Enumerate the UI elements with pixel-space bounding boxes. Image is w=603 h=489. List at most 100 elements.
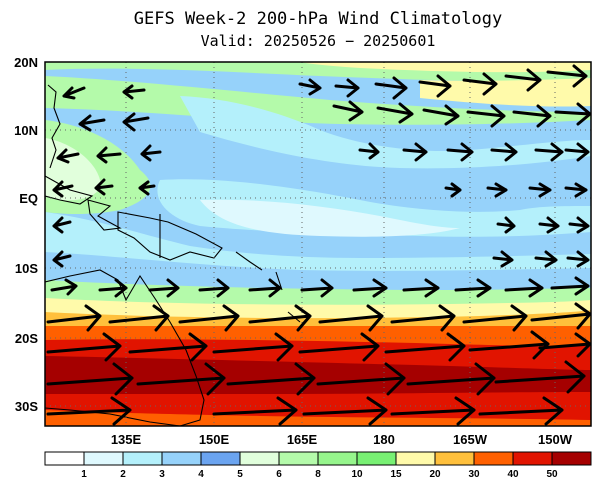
wind-arrow [334,78,360,98]
colorbar-tick-label: 10 [351,469,363,480]
colorbar-swatch [395,451,436,466]
wind-arrow [538,332,591,358]
lat-label: 30S [15,399,38,414]
wind-arrow [564,142,590,162]
lon-label: 180 [373,432,395,447]
wind-arrow [466,104,506,128]
wind-arrow [352,278,388,298]
figure-subtitle: Valid: 20250526 − 20250601 [201,32,436,50]
wind-arrow [198,278,230,298]
wind-arrow [512,104,552,128]
wind-arrow [212,332,294,362]
wind-arrow [122,112,150,132]
colorbar-tick-label: 8 [315,469,321,480]
lat-label: EQ [19,191,38,206]
wind-arrow [98,278,128,298]
wind-arrow [566,250,590,268]
colorbar-swatch [200,451,241,466]
lat-label: 20S [15,331,38,346]
coastline-australia [45,269,205,426]
wind-vectors [46,64,591,426]
coastline-sulawesi [87,199,122,231]
map-plot-area [45,62,591,426]
wind-arrow [140,144,162,162]
lat-label: 20N [14,55,38,70]
wind-arrow [390,304,456,332]
wind-arrow [46,304,102,332]
wind-arrow [390,396,476,426]
shading-north-jet-core [300,62,591,73]
coastline-philippines [47,84,61,169]
wind-arrow [494,360,586,394]
lon-label: 165E [287,432,318,447]
wind-arrow [212,396,298,426]
wind-arrow [446,142,474,162]
wind-arrow [52,216,72,234]
colorbar-swatch [551,451,592,466]
wind-arrow [504,68,542,92]
wind-arrow [534,142,564,162]
colorbar-tick-label: 6 [276,469,282,480]
colorbar-tick-label: 1 [81,469,87,480]
colorbar-swatch [44,451,85,466]
colorbar-tick-label: 20 [429,469,441,480]
wind-arrow [444,182,462,198]
coastline-new-guinea [117,211,223,261]
colorbar-swatch [83,451,124,466]
colorbar-swatch [161,451,202,466]
wind-arrow [478,396,564,426]
wind-arrow [564,182,588,198]
wind-arrow [138,180,156,196]
lon-label: 150E [199,432,230,447]
wind-arrow [298,332,380,362]
wind-arrow [46,332,122,362]
wind-arrow [96,146,122,164]
wind-arrow [402,278,440,298]
wind-arrow [358,142,380,160]
wind-arrow [50,278,78,296]
wind-arrow [490,142,518,162]
map-frame [44,61,592,427]
wind-arrow [128,332,208,362]
wind-arrow [568,216,590,234]
wind-arrow [300,278,334,298]
wind-arrow [384,332,466,362]
coastline-solomon [235,251,263,271]
wind-arrow [462,304,528,332]
wind-arrow [52,180,74,198]
wind-arrow [316,362,406,396]
wind-arrow [108,304,170,332]
colorbar-tick-label: 4 [198,469,204,480]
wind-arrow [550,276,590,296]
wind-arrow [248,304,312,332]
colorbar-tick-label: 3 [159,469,165,480]
wind-arrow [248,278,282,298]
colorbar-tick-label: 2 [120,469,126,480]
wind-arrow [332,100,364,122]
colorbar-tick-label: 40 [507,469,519,480]
wind-arrow [406,362,496,396]
wind-arrow [422,104,460,126]
lon-label: 150W [538,432,573,447]
wind-arrow [504,278,544,298]
wind-arrow [178,304,240,332]
colorbar-tick-label: 5 [237,469,243,480]
wind-arrow [462,72,498,96]
wind-arrow [302,396,388,426]
colorbar-swatch [356,451,397,466]
wind-arrow [528,182,552,198]
lon-label: 165W [453,432,488,447]
wind-arrow [554,102,591,126]
wind-arrow [318,304,384,332]
wind-arrow [546,64,588,88]
wind-arrow [136,362,226,396]
colorbar-tick-label: 30 [468,469,480,480]
wind-arrow [56,148,80,164]
shading-south-blue [45,252,591,292]
lat-label: 10N [14,123,38,138]
lat-label: 10S [15,261,38,276]
colorbar-swatch [278,451,319,466]
wind-arrow [492,250,514,268]
colorbar-swatch [434,451,475,466]
colorbar-swatch [473,451,514,466]
